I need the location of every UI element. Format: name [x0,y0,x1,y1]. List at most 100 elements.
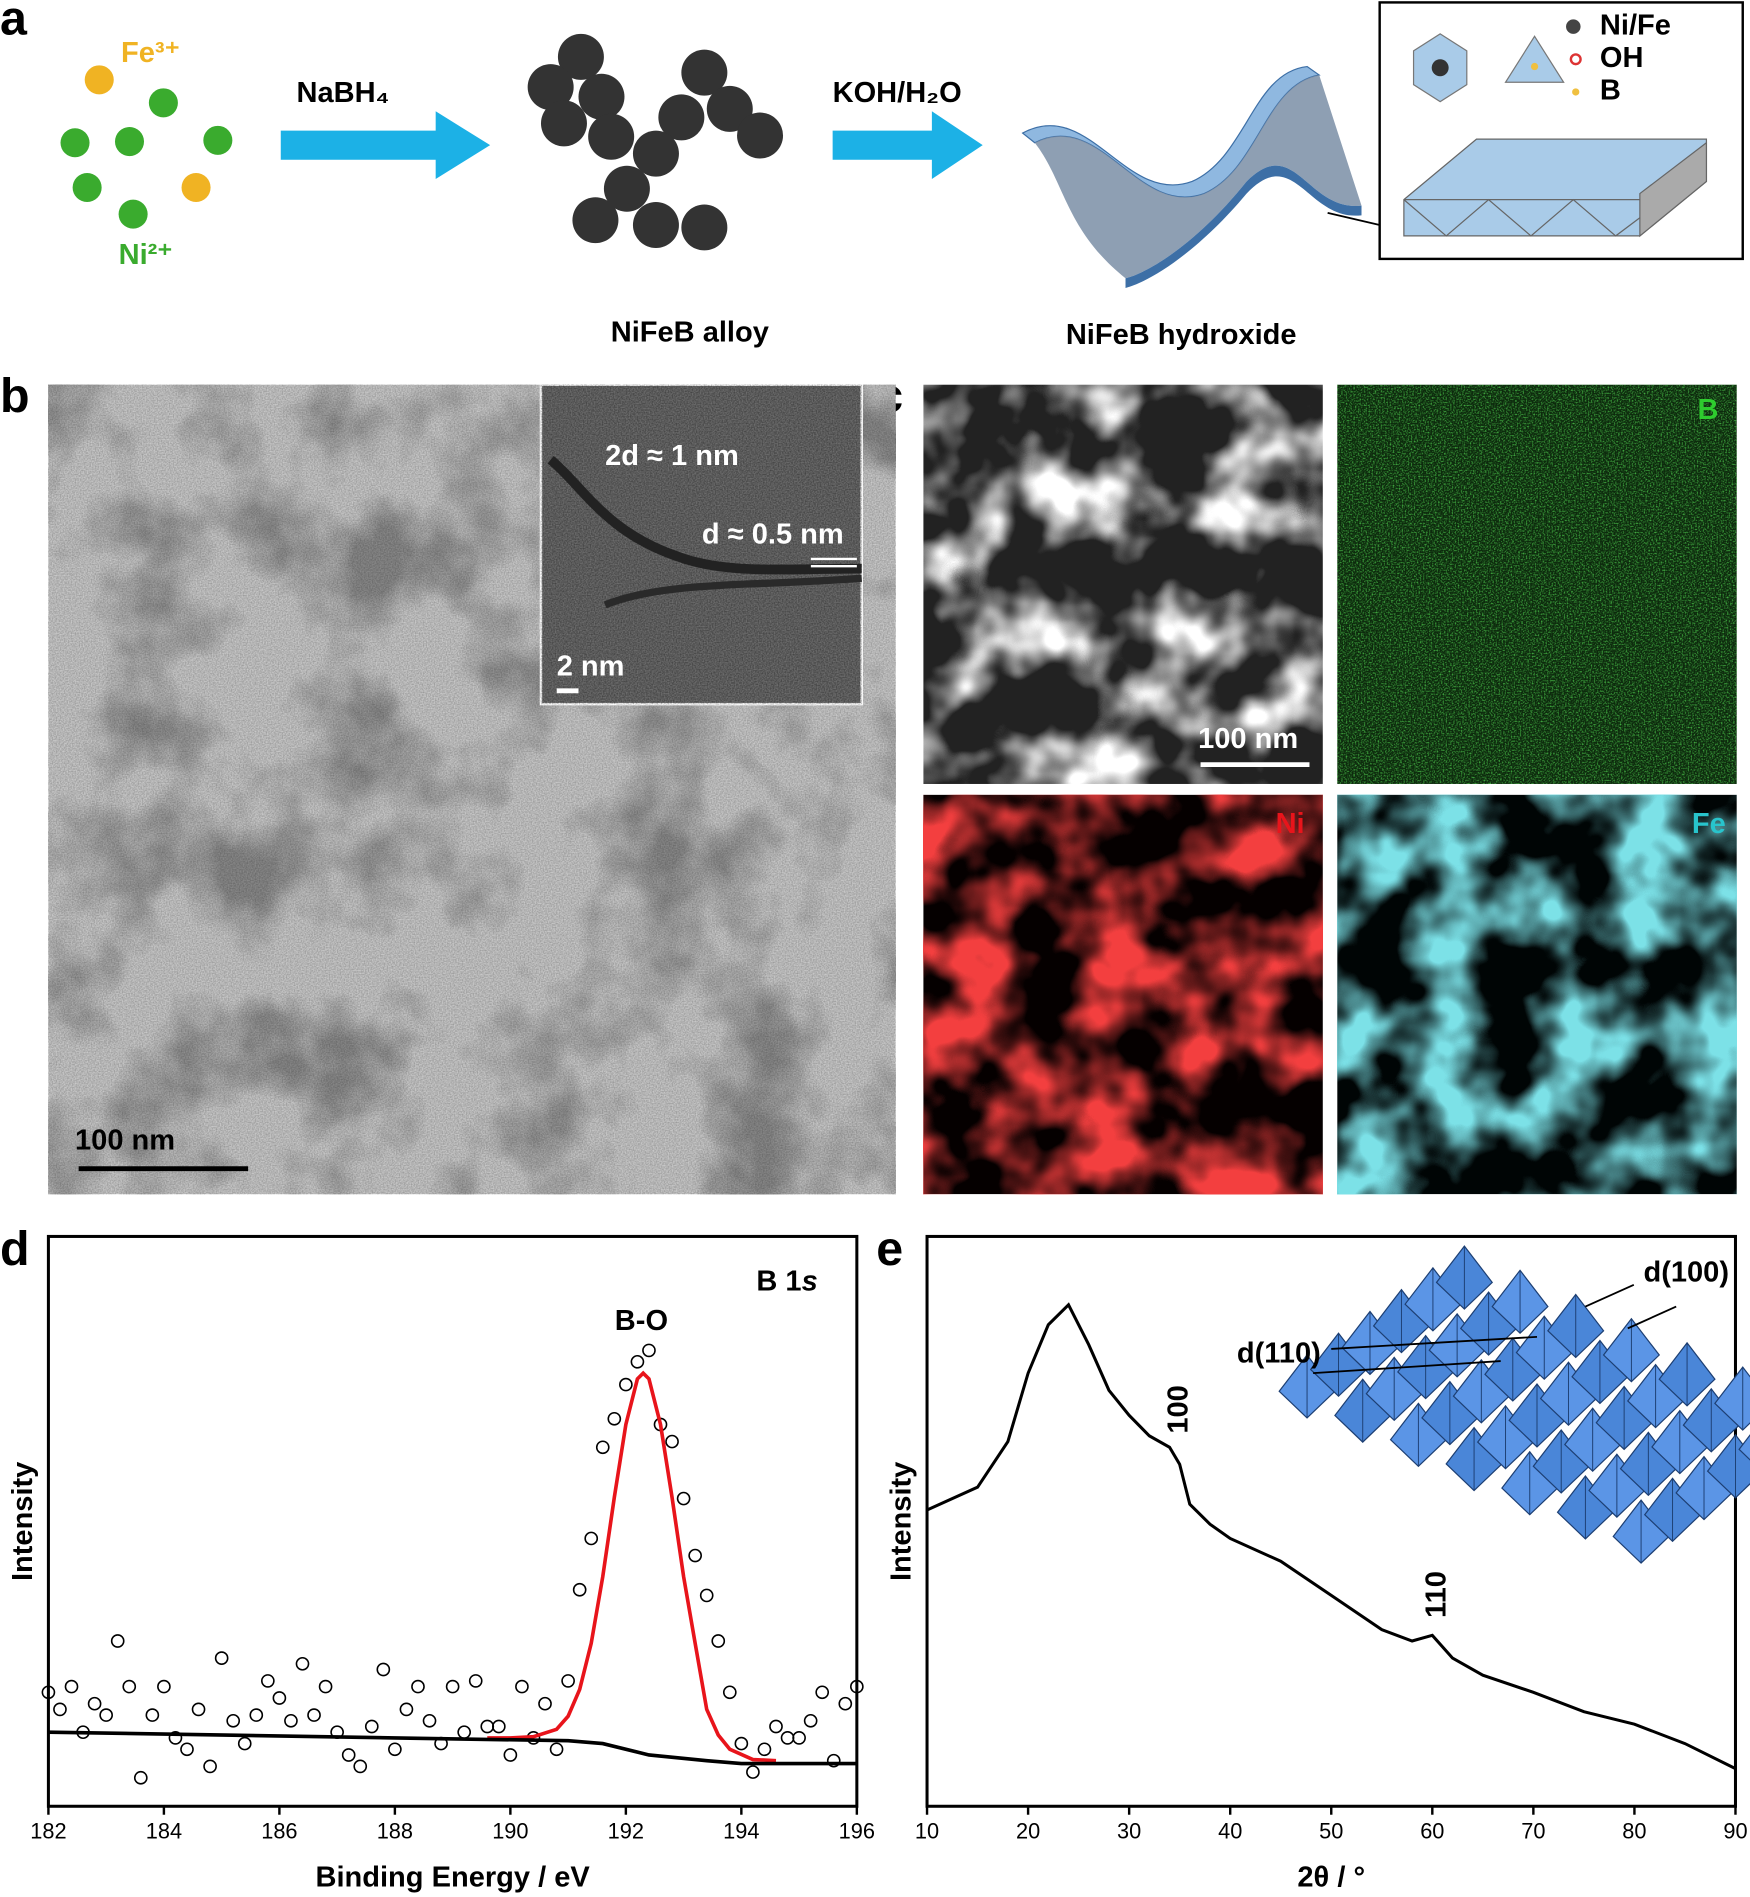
octahedron [1714,1366,1750,1431]
arrow [832,111,983,180]
map-label: Ni [1276,808,1305,840]
data-point [53,1702,67,1717]
data-point [445,1679,460,1694]
panel-label: a [0,0,28,46]
arrow [280,111,491,180]
x-tick-label: 60 [1420,1819,1444,1844]
data-point [711,1634,726,1648]
legend-entry: B [1600,75,1621,107]
peak-label: 100 [1163,1385,1195,1433]
title-italic: s [802,1265,818,1297]
data-point [318,1679,333,1694]
data-point [226,1713,241,1728]
octahedron [1706,1433,1750,1499]
data-point [722,1685,737,1700]
data-point [838,1696,853,1711]
inset-label: d(100) [1643,1257,1729,1289]
x-tick-label: 40 [1218,1819,1242,1844]
legend-entry: OH [1600,42,1644,74]
data-point [422,1713,437,1728]
scheme: Fe³⁺ Ni²⁺ NaBH₄ KOH/H₂O Ni/Fe OH B NiFeB… [60,1,1744,351]
data-point [399,1702,414,1717]
scale-label: 100 nm [1198,723,1298,755]
data-point [261,1674,275,1688]
inset-label: d(110) [1237,1338,1321,1370]
x-tick-label: 10 [915,1819,939,1844]
ion-label: Fe³⁺ [121,37,180,69]
data-point [850,1679,864,1694]
data-point [295,1656,310,1671]
scale-label: 2 nm [557,650,625,682]
inset-label: 2d ≈ 1 nm [605,440,739,472]
data-line [487,1370,777,1763]
sheet [1021,65,1362,288]
data-point [341,1748,356,1762]
inset-label: d ≈ 0.5 nm [702,519,844,551]
ion-label: Ni²⁺ [119,239,173,271]
data-point [364,1719,379,1734]
data-point [491,1719,506,1734]
data-point [87,1696,102,1711]
data-line [926,1302,1737,1771]
x-tick-label: 50 [1319,1819,1343,1844]
data-point [157,1679,171,1694]
caption: NiFeB alloy [611,317,769,349]
lattice-inset [1278,1245,1750,1564]
data-point [110,1634,125,1648]
peak-label: 110 [1420,1571,1452,1618]
data-point [676,1491,691,1506]
ions [60,65,233,229]
data-point [457,1725,472,1740]
caption: NiFeB hydroxide [1066,319,1297,351]
x-tick-label: 186 [261,1819,297,1844]
data-point [133,1770,148,1785]
x-tick-label: 196 [839,1819,875,1844]
x-axis-label: Binding Energy / eV [315,1862,590,1894]
data-point [64,1679,79,1694]
data-point [191,1702,206,1717]
data-point [503,1748,518,1762]
data-point [572,1582,587,1597]
reagent: NaBH₄ [297,77,390,109]
data-point [353,1759,368,1774]
data-line [48,1730,857,1766]
data-point [803,1713,818,1728]
data-point [237,1736,252,1751]
data-point [734,1736,749,1751]
scale-label: 100 nm [75,1125,175,1157]
data-point [284,1713,298,1728]
data-point [642,1343,656,1358]
plot-frame [925,1234,1737,1808]
x-tick-label: 188 [377,1819,413,1844]
data-point [595,1440,610,1455]
data-point [249,1708,264,1722]
connector [1327,212,1380,226]
data-point [665,1434,679,1449]
data-point [99,1708,113,1722]
tem-image [48,383,896,1195]
x-tick-label: 70 [1521,1819,1545,1844]
data-point [757,1742,772,1757]
data-point [376,1662,391,1677]
data-point [168,1731,183,1745]
data-point [549,1742,564,1757]
legend-entry: Ni/Fe [1600,9,1671,41]
octahedron [1738,1434,1750,1461]
chart-title: B 1s [756,1265,817,1297]
map-label: B [1698,394,1719,426]
x-axis-label: 2θ / ° [1297,1862,1365,1894]
particles [527,33,784,251]
title-text: B 1 [756,1265,801,1297]
data-point [619,1377,633,1392]
data-point [388,1742,402,1757]
x-tick-label: 184 [146,1819,182,1844]
data-point [815,1685,830,1700]
y-axis-label: Intensity [886,1462,918,1581]
map-label: Fe [1692,808,1726,840]
data-point [826,1753,841,1768]
data-point [630,1354,645,1369]
data-point [561,1674,575,1688]
data-point [780,1731,795,1745]
peak-label: B-O [615,1305,668,1337]
